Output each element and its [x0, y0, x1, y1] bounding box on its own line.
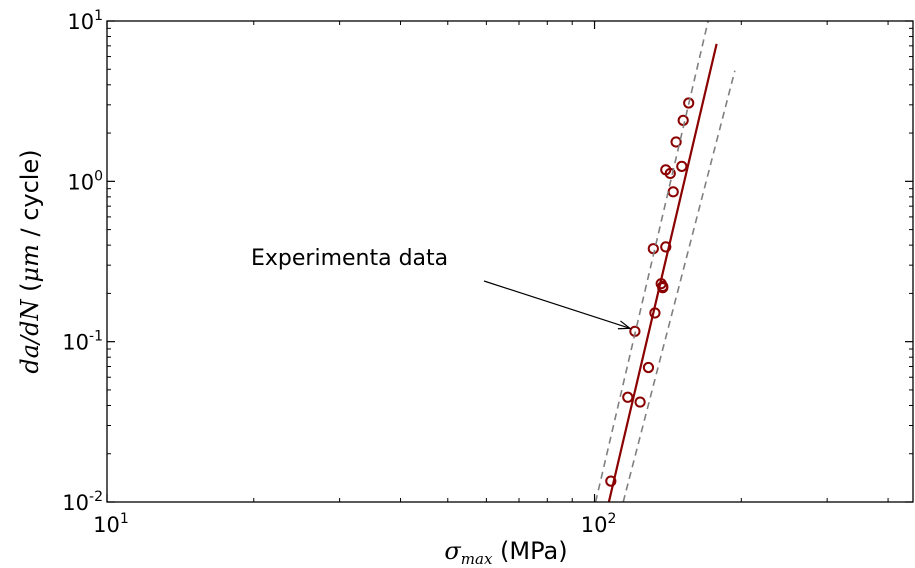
- x-axis-label: σmax (MPa): [444, 537, 567, 568]
- data-point: [683, 97, 695, 109]
- y-tick-label: 10-1: [62, 329, 103, 355]
- data-point: [634, 396, 646, 408]
- y-tick-label: 101: [67, 8, 103, 34]
- annotation-arrow: [483, 280, 631, 329]
- data-point: [677, 114, 689, 126]
- data-point: [605, 475, 617, 487]
- tick-labels: 101 102 10-2 10-1 100 101: [62, 8, 616, 537]
- axis-ticks: [106, 20, 913, 503]
- x-tick-label: 101: [93, 511, 129, 537]
- annotation-text: Experimenta data: [251, 246, 448, 271]
- data-point: [667, 186, 679, 198]
- annotation-arrowhead: [617, 320, 632, 330]
- plot-frame: [106, 20, 914, 503]
- annotation: Experimenta data: [251, 246, 632, 330]
- confidence-band-line: [594, 20, 709, 503]
- data-point: [664, 167, 676, 180]
- y-tick-label: 10-2: [62, 489, 103, 515]
- fit-line: [607, 43, 718, 503]
- data-point: [670, 136, 682, 148]
- y-tick-label: 100: [67, 168, 103, 194]
- series-layer: [594, 20, 736, 503]
- y-axis-label: da/dN (μm / cycle): [16, 149, 44, 373]
- data-point: [676, 160, 688, 172]
- x-tick-label: 102: [581, 511, 617, 537]
- data-point: [660, 241, 672, 253]
- confidence-band-line: [622, 70, 736, 503]
- data-point: [622, 391, 634, 403]
- data-point: [657, 282, 669, 294]
- data-point: [642, 361, 655, 374]
